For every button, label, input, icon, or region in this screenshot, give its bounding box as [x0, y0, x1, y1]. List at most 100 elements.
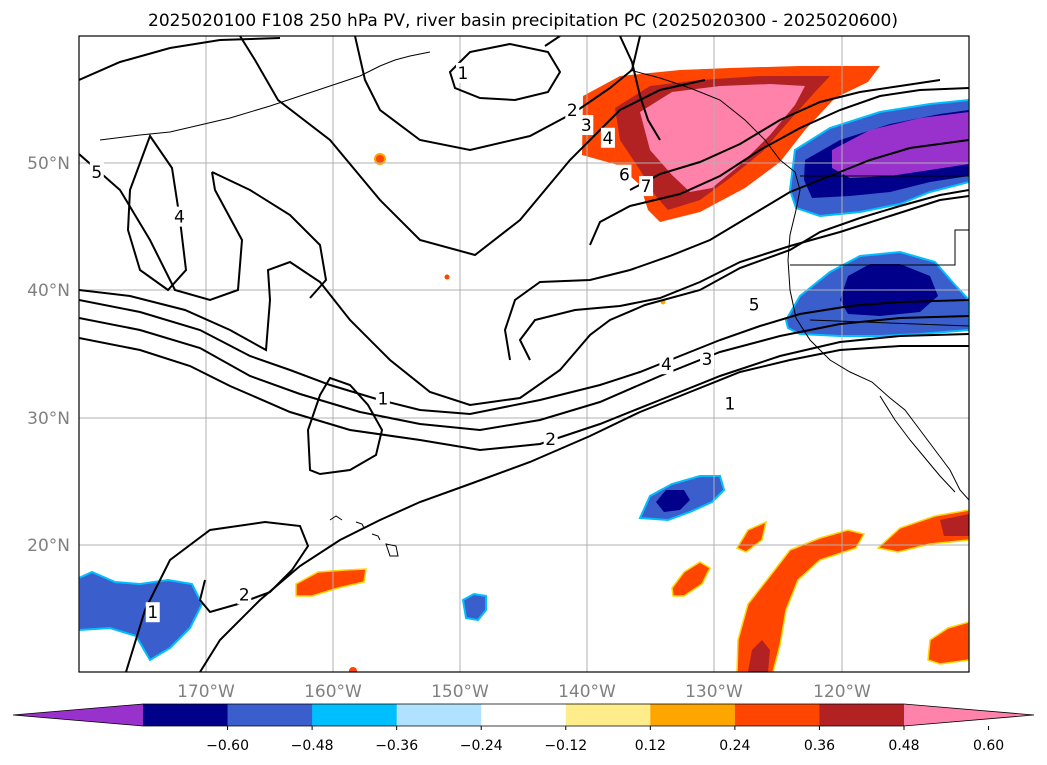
precip-positive-south-f: [927, 621, 969, 665]
chart-title: 2025020100 F108 250 hPa PV, river basin …: [148, 11, 898, 31]
contour-label: 5: [91, 163, 102, 183]
colorbar-tick-label: 0.60: [973, 738, 1004, 754]
contour-label: 2: [545, 430, 556, 450]
precip-positive-south-d: [736, 529, 866, 672]
contour-label-bg: [89, 162, 104, 183]
contour-label: 6: [619, 166, 630, 186]
coastline-north-america: [629, 69, 969, 501]
pv-contours: [79, 36, 969, 672]
map-frame: [78, 35, 970, 673]
precip-positive-south-a: [295, 568, 367, 597]
longitude-labels: 170°W 160°W 150°W 140°W 130°W 120°W: [177, 682, 871, 702]
colorbar-segment: [819, 704, 905, 726]
contour-label-bg: [455, 62, 470, 83]
contour-label: 7: [641, 177, 652, 197]
pv-contour-2-south: [79, 333, 969, 452]
pv-contour-1-south: [199, 345, 969, 672]
contour-label-bg: [375, 388, 390, 409]
colorbar-segment: [481, 704, 567, 726]
colorbar-tick-label: −0.48: [291, 738, 334, 754]
state-border-2: [790, 229, 969, 266]
contour-label: 1: [725, 395, 736, 415]
pv-contour-2-southwest: [125, 520, 310, 672]
pv-contour-upper-arc: [544, 36, 661, 141]
xtick-170w: 170°W: [177, 682, 235, 702]
contour-label: 2: [239, 585, 250, 605]
pv-contour-lower-trough: [79, 189, 969, 407]
colorbar-tick-label: −0.12: [544, 738, 587, 754]
colorbar-tick-label: −0.60: [206, 738, 249, 754]
pv-contour-1-closed-center: [306, 376, 384, 476]
contour-label-bg: [722, 393, 737, 414]
colorbar-segment: [312, 704, 398, 726]
contour-label-bg: [565, 99, 580, 120]
contour-label-bg: [700, 349, 715, 370]
colorbar-extend-low: [13, 704, 143, 726]
colorbar-segment: [396, 704, 482, 726]
coastline-hawaii-4: [385, 543, 399, 557]
contour-label: 4: [661, 355, 672, 375]
colorbar-tick-label: 0.48: [888, 738, 919, 754]
pv-contour-3-south: [79, 315, 969, 432]
colorbar-segment: [565, 704, 651, 726]
contour-label: 1: [147, 603, 158, 623]
state-border-3: [809, 319, 969, 327]
pv-contour-4-south: [79, 299, 969, 416]
precip-positive-south-d-core: [748, 640, 770, 672]
colorbar-segment: [143, 704, 229, 726]
pv-contour-4-west: [126, 133, 188, 292]
coastlines: [99, 51, 969, 557]
contour-label: 4: [174, 208, 185, 228]
xtick-140w: 140°W: [558, 682, 616, 702]
contour-label: 4: [603, 129, 614, 149]
ytick-30n: 30°N: [27, 409, 70, 429]
coastline-hawaii-1: [329, 515, 343, 521]
coastline-baja: [879, 395, 956, 493]
precip-positive-south-b: [671, 561, 711, 597]
ytick-50n: 50°N: [27, 154, 70, 174]
colorbar-segment: [227, 704, 313, 726]
coastline-alaska-islands: [99, 59, 396, 141]
precip-negative-southwest-blue: [79, 570, 204, 662]
pv-contour-jet-upper: [518, 195, 969, 361]
pv-contour-5-jet: [503, 139, 969, 361]
contour-label: 2: [567, 101, 578, 121]
ytick-20n: 20°N: [27, 536, 70, 556]
precip-negative-central-navy: [656, 490, 690, 512]
contour-label-bg: [145, 602, 160, 623]
precip-dot-d: [349, 667, 357, 672]
colorbar-segment: [650, 704, 736, 726]
ytick-40n: 40°N: [27, 281, 70, 301]
colorbar-segment: [734, 704, 820, 726]
gridlines: [79, 36, 969, 672]
coastline-hawaii-3: [371, 533, 381, 541]
pv-contour-2-north: [79, 36, 641, 152]
colorbar: −0.60 −0.48 −0.36 −0.24 −0.12 0.12 0.24 0.36 0.4…: [12, 703, 1035, 754]
xtick-130w: 130°W: [685, 682, 743, 702]
pv-contour-6-jet: [589, 87, 969, 246]
contour-label-bg: [747, 294, 762, 315]
pv-contour-5-west: [79, 153, 328, 302]
colorbar-tick-label: −0.36: [375, 738, 418, 754]
pv-contour-3-north: [239, 36, 706, 257]
contour-label: 1: [377, 390, 388, 410]
contour-label: 5: [749, 295, 760, 315]
contour-label-bg: [543, 429, 558, 450]
colorbar-extend-high: [904, 704, 1034, 726]
coastline-alaska-peninsula: [394, 51, 431, 61]
latitude-labels: 50°N 40°N 30°N 20°N: [27, 154, 70, 556]
contour-label-bg: [659, 354, 674, 375]
xtick-150w: 150°W: [431, 682, 489, 702]
contour-label-bg: [237, 584, 252, 605]
precip-pc-fills: [79, 66, 969, 672]
precip-positive-pacific-nw-pink: [640, 84, 805, 192]
contour-label-bg: [579, 115, 594, 136]
pv-contour-7-jet: [629, 79, 941, 191]
contour-label: 3: [702, 350, 713, 370]
contour-label-bg: [600, 127, 615, 148]
coastline-hawaii-2: [355, 521, 365, 529]
colorbar-outline: [12, 703, 1035, 727]
